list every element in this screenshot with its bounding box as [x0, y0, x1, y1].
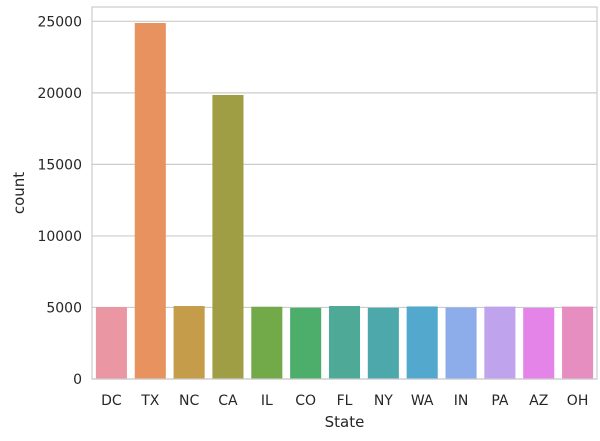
bar-in — [445, 307, 477, 379]
bars — [95, 23, 594, 379]
x-tick-label: AZ — [529, 393, 548, 409]
y-tick-label: 20000 — [37, 86, 82, 102]
bar-tx — [134, 23, 166, 379]
x-tick-label: DC — [101, 393, 122, 409]
x-tick-label: TX — [140, 393, 160, 409]
y-axis-label: count — [10, 172, 28, 214]
x-axis-label: State — [325, 413, 365, 431]
x-tick-label: OH — [567, 393, 589, 409]
x-tick-label: WA — [411, 393, 434, 409]
y-tick-label: 5000 — [46, 300, 82, 316]
bar-il — [251, 306, 283, 379]
y-tick-labels: 0 5000 10000 15000 20000 25000 — [37, 14, 82, 388]
bar-dc — [95, 307, 127, 379]
x-tick-label: IL — [261, 393, 273, 409]
bar-oh — [562, 306, 594, 379]
y-tick-label: 0 — [73, 372, 82, 388]
bar-pa — [484, 306, 516, 379]
x-tick-label: NY — [374, 393, 393, 409]
x-tick-label: CO — [295, 393, 316, 409]
bar-ny — [367, 307, 399, 379]
bar-wa — [406, 306, 438, 379]
x-tick-label: PA — [491, 393, 509, 409]
bar-fl — [328, 306, 361, 379]
y-tick-label: 25000 — [37, 14, 82, 30]
x-tick-label: NC — [179, 393, 199, 409]
x-tick-label: FL — [337, 393, 353, 409]
bar-co — [290, 307, 322, 379]
bar-az — [523, 307, 555, 379]
y-tick-label: 10000 — [37, 229, 82, 245]
y-tick-label: 15000 — [37, 157, 82, 173]
bar-nc — [173, 306, 205, 379]
x-tick-label: IN — [454, 393, 469, 409]
plot-frame — [91, 6, 598, 380]
x-tick-label: CA — [218, 393, 238, 409]
bar-ca — [212, 94, 244, 379]
x-tick-labels: DC TX NC CA IL CO FL NY WA IN PA AZ OH — [101, 393, 588, 409]
